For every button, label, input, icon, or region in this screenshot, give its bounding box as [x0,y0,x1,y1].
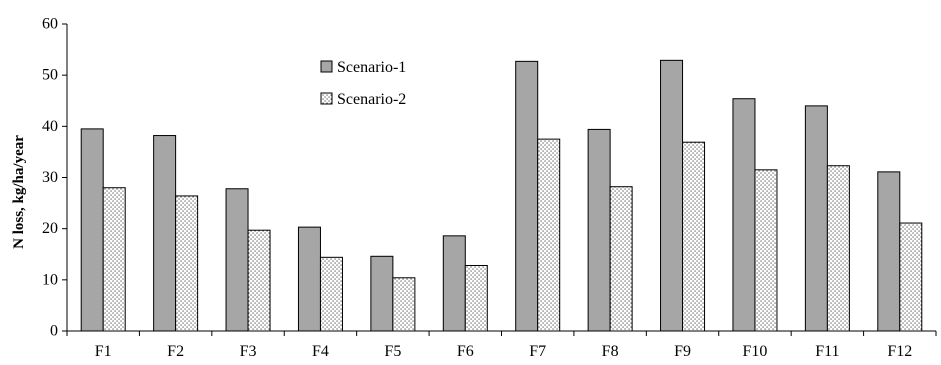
bar-scenario-2-f4 [319,256,343,332]
y-tick-label: 40 [42,118,58,135]
bar-scenario-1-f3 [225,188,249,332]
x-tick-label: F1 [95,343,112,360]
bar-scenario-1-f7 [515,60,539,332]
bar-scenario-2-f9 [682,141,706,332]
y-axis-label: N loss, kg/ha/year [11,135,27,249]
x-tick-label: F2 [167,343,184,360]
legend-label-scenario-2: Scenario-2 [337,91,406,108]
y-tick-label: 0 [50,323,58,340]
bar-scenario-2-f8 [609,186,633,332]
bar-scenario-2-f10 [754,169,778,332]
bar-scenario-1-f10 [732,98,756,332]
bar-scenario-2-f7 [537,138,561,332]
x-tick-label: F11 [815,343,839,360]
bar-scenario-1-f4 [297,226,321,332]
x-tick-label: F8 [602,343,619,360]
x-tick-label: F10 [743,343,768,360]
legend-swatch-scenario-2 [320,92,333,105]
bar-scenario-1-f2 [153,135,177,332]
x-tick-label: F7 [529,343,546,360]
bar-scenario-1-f6 [442,235,466,332]
bar-scenario-2-f12 [899,222,923,332]
legend: Scenario-1 Scenario-2 [320,59,406,108]
x-tick-label: F6 [457,343,474,360]
bar-scenario-2-f6 [464,265,488,332]
legend-label-scenario-1: Scenario-1 [337,59,406,76]
bar-scenario-2-f3 [247,229,271,332]
y-tick-label: 30 [42,169,58,186]
y-tick-label: 20 [42,220,58,237]
y-axis-ticks: 0 10 20 30 40 50 60 [42,16,67,340]
bars-group [80,59,923,332]
bar-scenario-1-f11 [804,105,828,332]
y-tick-label: 50 [42,67,58,84]
x-axis-ticks: F1 F2 F3 F4 F5 F6 F7 F8 F9 F10 F11 F12 [66,331,937,360]
y-tick-label: 10 [42,271,58,288]
x-tick-label: F12 [887,343,912,360]
bar-scenario-1-f9 [660,59,684,332]
bar-scenario-1-f1 [80,128,104,332]
bar-scenario-2-f5 [392,277,416,332]
x-tick-label: F4 [312,343,329,360]
legend-swatch-scenario-1 [320,60,333,73]
bar-scenario-1-f5 [370,255,394,332]
bar-scenario-1-f12 [877,171,901,332]
x-tick-label: F3 [240,343,257,360]
x-tick-label: F9 [674,343,691,360]
x-tick-label: F5 [384,343,401,360]
y-tick-label: 60 [42,16,58,33]
bar-scenario-2-f2 [175,195,199,332]
bar-scenario-1-f8 [587,128,611,332]
bar-scenario-2-f11 [826,165,850,332]
bar-scenario-2-f1 [102,187,126,332]
